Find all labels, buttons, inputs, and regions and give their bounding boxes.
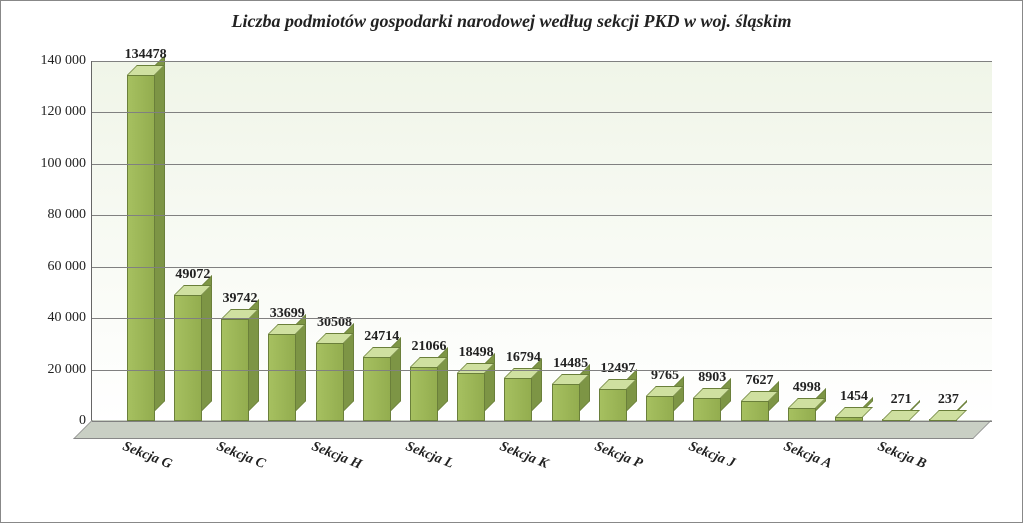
bar-front	[268, 334, 296, 421]
value-label: 39742	[223, 291, 258, 307]
bar	[693, 398, 721, 421]
x-axis-category-label: Sekcja J	[686, 439, 737, 472]
gridline	[92, 112, 992, 113]
bar-front	[410, 367, 438, 421]
y-axis-label: 80 000	[48, 207, 87, 223]
plot-area: 1344784907239742336993050824714210661849…	[91, 61, 992, 422]
bar	[316, 343, 344, 421]
plot-floor	[73, 420, 992, 439]
value-label: 16794	[506, 350, 541, 366]
bar-front	[646, 396, 674, 421]
bar-front	[174, 295, 202, 421]
bar	[741, 401, 769, 421]
bar-front	[316, 343, 344, 421]
gridline	[92, 421, 992, 422]
bar	[504, 378, 532, 421]
bar-front	[693, 398, 721, 421]
value-label: 271	[891, 392, 912, 408]
x-axis-category-label: Sekcja P	[592, 439, 644, 473]
gridline	[92, 267, 992, 268]
y-axis-label: 120 000	[41, 104, 87, 120]
x-axis-category-label: Sekcja L	[403, 439, 455, 473]
bar-front	[457, 373, 485, 421]
gridline	[92, 318, 992, 319]
bar-top	[882, 410, 920, 420]
gridline	[92, 61, 992, 62]
bar-front	[363, 357, 391, 421]
x-axis-category-label: Sekcja K	[497, 439, 550, 473]
gridline	[92, 215, 992, 216]
y-axis-label: 100 000	[41, 156, 87, 172]
value-label: 49072	[175, 267, 210, 283]
y-axis-label: 60 000	[48, 259, 87, 275]
x-axis-category-label: Sekcja A	[781, 439, 834, 473]
y-axis-label: 40 000	[48, 310, 87, 326]
value-label: 8903	[698, 370, 726, 386]
bar	[788, 408, 816, 421]
value-label: 4998	[793, 380, 821, 396]
value-label: 7627	[746, 373, 774, 389]
bar	[410, 367, 438, 421]
x-axis-category-label: Sekcja H	[309, 439, 364, 474]
value-label: 237	[938, 392, 959, 408]
bar	[599, 389, 627, 421]
gridline	[92, 370, 992, 371]
x-axis-category-label: Sekcja G	[120, 439, 174, 473]
bars-container: 1344784907239742336993050824714210661849…	[92, 61, 992, 421]
bar	[552, 384, 580, 421]
value-label: 21066	[411, 339, 446, 355]
value-label: 30508	[317, 315, 352, 331]
bar-front	[552, 384, 580, 421]
bar-top	[929, 410, 967, 420]
chart-title: Liczba podmiotów gospodarki narodowej we…	[1, 11, 1022, 32]
bar-side	[155, 55, 165, 411]
bar	[646, 396, 674, 421]
bar-top	[835, 407, 873, 417]
bar-front	[599, 389, 627, 421]
x-axis-labels: Sekcja G Sekcja C Sekcja H Sekcja L Sekcja K…	[91, 439, 991, 519]
bar-front	[788, 408, 816, 421]
chart-3d-bar: Liczba podmiotów gospodarki narodowej we…	[0, 0, 1023, 523]
bar-side	[202, 275, 212, 411]
value-label: 24714	[364, 329, 399, 345]
x-axis-category-label: Sekcja C	[214, 439, 267, 473]
bar-front	[504, 378, 532, 421]
bar-front	[741, 401, 769, 421]
value-label: 33699	[270, 306, 305, 322]
gridline	[92, 164, 992, 165]
y-axis-label: 0	[79, 413, 86, 429]
bar	[174, 295, 202, 421]
bar	[268, 334, 296, 421]
y-axis-label: 140 000	[41, 53, 87, 69]
bar	[363, 357, 391, 421]
y-axis-label: 20 000	[48, 362, 87, 378]
value-label: 18498	[459, 345, 494, 361]
bar	[457, 373, 485, 421]
value-label: 1454	[840, 389, 868, 405]
x-axis-category-label: Sekcja B	[875, 439, 928, 473]
